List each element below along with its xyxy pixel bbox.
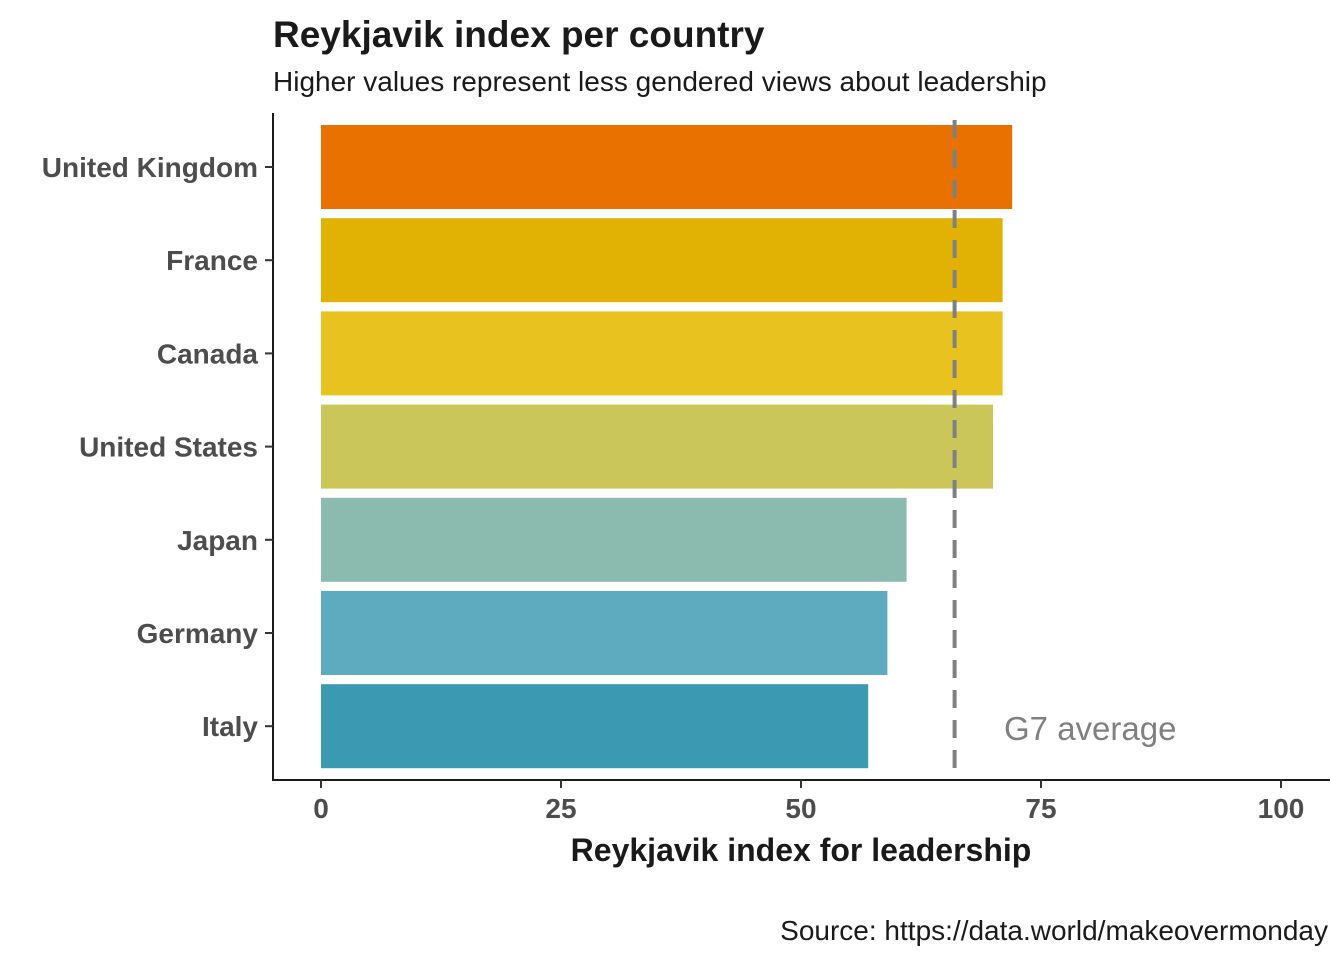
labels-layer: United Kingdom France Canada United States J…	[42, 152, 1305, 824]
category-label-canada: Canada	[157, 338, 259, 369]
bar-france	[321, 218, 1003, 303]
x-axis-title: Reykjavik index for leadership	[571, 832, 1032, 868]
x-tick-label-75: 75	[1025, 793, 1056, 824]
category-label-france: France	[166, 245, 258, 276]
bar-japan	[321, 497, 907, 582]
g7-average-label: G7 average	[1004, 710, 1176, 747]
bar-united-kingdom	[321, 125, 1013, 209]
bar-italy	[321, 684, 869, 769]
category-label-germany: Germany	[137, 618, 259, 649]
x-tick-label-25: 25	[545, 793, 576, 824]
chart-subtitle: Higher values represent less gendered vi…	[273, 66, 1047, 97]
source-caption: Source: https://data.world/makeovermonda…	[780, 915, 1328, 946]
category-label-italy: Italy	[202, 711, 258, 742]
x-tick-label-100: 100	[1258, 793, 1305, 824]
bar-germany	[321, 591, 888, 675]
bar-canada	[321, 311, 1003, 396]
category-label-japan: Japan	[177, 525, 258, 556]
bar-united-states	[321, 404, 993, 489]
category-label-united-states: United States	[79, 432, 258, 463]
category-label-united-kingdom: United Kingdom	[42, 152, 258, 183]
chart-title: Reykjavik index per country	[273, 14, 765, 55]
x-tick-label-50: 50	[785, 793, 816, 824]
axes-layer	[265, 113, 1330, 788]
x-tick-label-0: 0	[313, 793, 329, 824]
bars-layer	[321, 125, 1013, 769]
